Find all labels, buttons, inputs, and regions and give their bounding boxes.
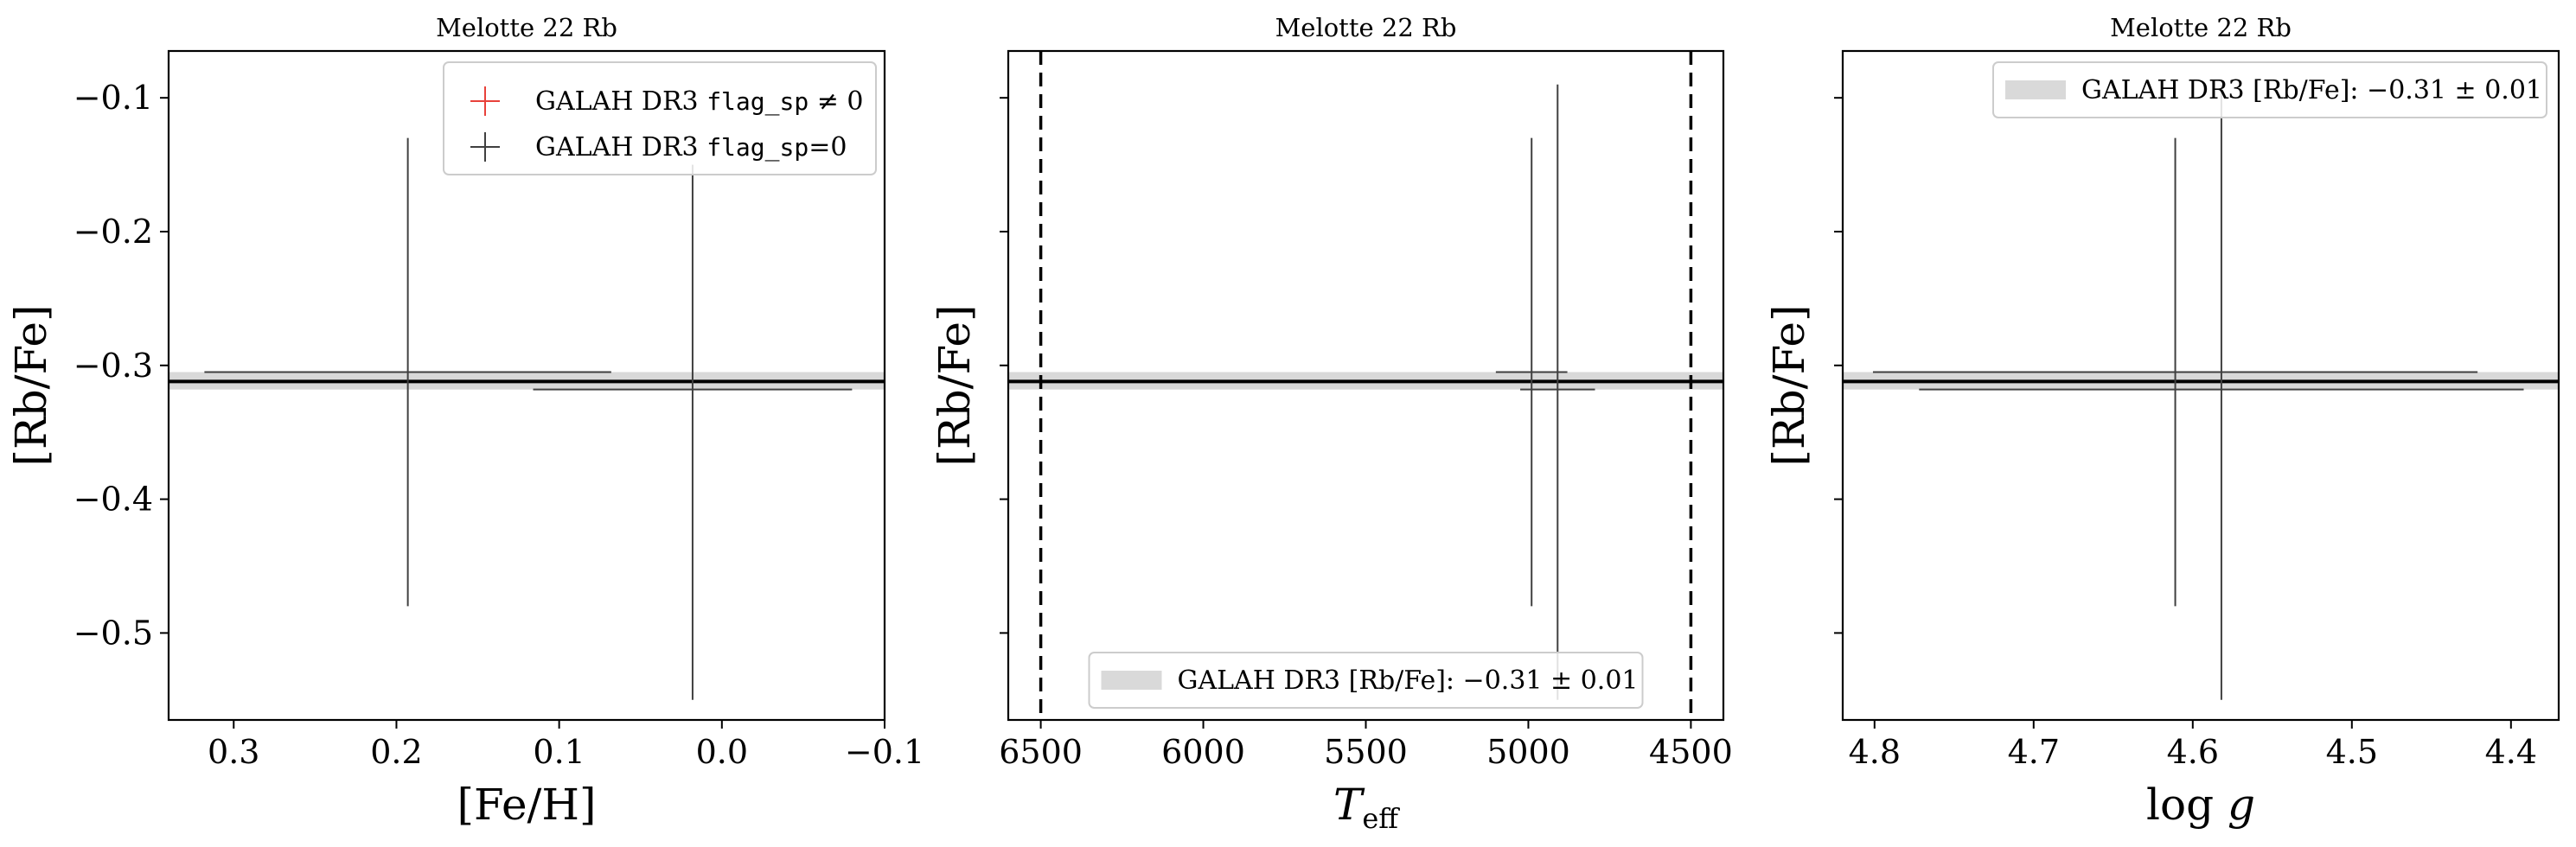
x-tick-label: 0.1 <box>533 733 585 771</box>
legend-band-swatch <box>1101 671 1162 690</box>
plot-area <box>1008 51 1723 720</box>
x-tick-label: 6500 <box>999 733 1083 771</box>
panel-1: 0.3 0.2 0.1 0.0 −0.1 −0.1 −0.2 −0.3 −0.4 −0.5 Melo… <box>6 13 924 830</box>
x-tick-label: 5500 <box>1324 733 1408 771</box>
x-tick-label: 0.3 <box>208 733 259 771</box>
y-tick-label: −0.1 <box>74 79 153 117</box>
y-tick-label: −0.5 <box>74 614 153 652</box>
x-tick-label: 4.5 <box>2326 733 2378 771</box>
legend-band-swatch <box>2005 80 2066 99</box>
panel-3: 4.8 4.7 4.6 4.5 4.4 Melotte 22 Rb [Rb/Fe] log g… <box>1764 13 2560 830</box>
y-axis-label: [Rb/Fe] <box>930 304 980 466</box>
x-axis-label: [Fe/H] <box>457 780 596 830</box>
x-tick-label: −0.1 <box>845 733 924 771</box>
x-tick-label: 5000 <box>1486 733 1570 771</box>
y-axis-label: [Rb/Fe] <box>1764 304 1814 466</box>
data-point-0 <box>1872 137 2478 607</box>
legend-label: GALAH DR3 flag_sp=0 <box>535 132 847 162</box>
legend: GALAH DR3 [Rb/Fe]: −0.31 ± 0.01 <box>1992 61 2547 118</box>
panel-title: Melotte 22 Rb <box>436 13 617 42</box>
panel-2: 6500 6000 5500 5000 4500 Melotte 22 Rb [Rb/Fe]… <box>930 13 1733 835</box>
panel-title: Melotte 22 Rb <box>1275 13 1457 42</box>
legend-item-0: GALAH DR3 [Rb/Fe]: −0.31 ± 0.01 <box>1101 666 1639 696</box>
x-tick-label: 0.2 <box>370 733 422 771</box>
y-axis-label: [Rb/Fe] <box>6 304 56 466</box>
x-tick-label: 4.4 <box>2485 733 2537 771</box>
legend-box <box>1088 652 1644 709</box>
legend-box <box>1992 61 2547 118</box>
x-tick-label: 6000 <box>1161 733 1245 771</box>
x-tick-label: 4.8 <box>1849 733 1901 771</box>
legend-item-1: GALAH DR3 flag_sp=0 <box>470 132 847 162</box>
x-tick-label: 4500 <box>1649 733 1733 771</box>
x-tick-label: 4.7 <box>2008 733 2060 771</box>
legend-item-0: GALAH DR3 [Rb/Fe]: −0.31 ± 0.01 <box>2005 75 2542 105</box>
legend-label: GALAH DR3 [Rb/Fe]: −0.31 ± 0.01 <box>1178 666 1639 696</box>
y-tick-label: −0.3 <box>74 347 153 385</box>
x-axis-label: log g <box>2146 780 2255 830</box>
axes-frame <box>167 49 886 722</box>
plot-area <box>1843 84 2559 700</box>
x-tick-label: 4.6 <box>2167 733 2219 771</box>
legend-label: GALAH DR3 [Rb/Fe]: −0.31 ± 0.01 <box>2081 75 2542 105</box>
plot-area <box>169 137 885 700</box>
legend: GALAH DR3 [Rb/Fe]: −0.31 ± 0.01 <box>1088 652 1644 709</box>
data-point-1 <box>533 164 853 700</box>
data-point-0 <box>1495 137 1568 607</box>
axes-frame <box>1841 49 2560 722</box>
panel-title: Melotte 22 Rb <box>2110 13 2292 42</box>
legend-box <box>443 61 877 175</box>
data-point-1 <box>1919 84 2524 700</box>
x-axis-label: Teff <box>1333 780 1400 835</box>
y-tick-label: −0.2 <box>74 213 153 251</box>
x-tick-label: 0.0 <box>696 733 748 771</box>
data-point-0 <box>204 137 611 607</box>
legend-item-0: GALAH DR3 flag_sp ≠ 0 <box>470 86 864 117</box>
data-point-1 <box>1520 84 1595 700</box>
y-tick-label: −0.4 <box>74 481 153 519</box>
legend: GALAH DR3 flag_sp ≠ 0 GALAH DR3 flag_sp=0 <box>443 61 877 175</box>
legend-label: GALAH DR3 flag_sp ≠ 0 <box>535 86 864 117</box>
